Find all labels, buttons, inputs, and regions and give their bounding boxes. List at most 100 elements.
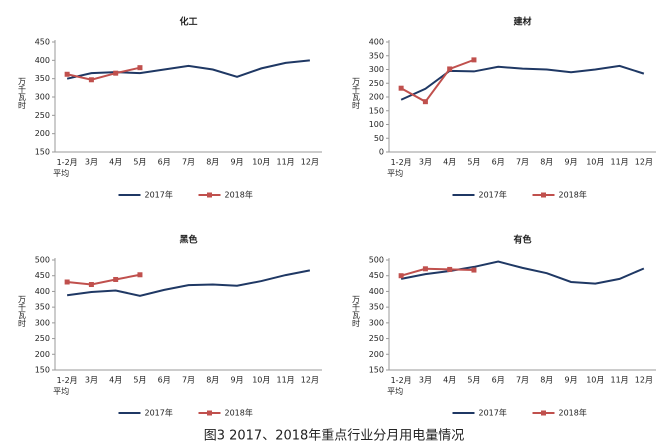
x-tick-label: 4月	[443, 158, 456, 167]
x-tick-label: 8月	[540, 376, 553, 385]
marker	[398, 85, 404, 91]
y-axis-label: 万千瓦时	[352, 77, 361, 109]
y-tick-label: 300	[369, 318, 384, 327]
y-tick-label: 200	[369, 350, 384, 359]
y-tick-label: 0	[379, 148, 384, 157]
y-tick-label: 250	[369, 79, 384, 88]
y-tick-label: 250	[35, 334, 50, 343]
x-tick-label: 10月	[586, 158, 604, 167]
x-tick-label: 10月	[586, 376, 604, 385]
x-tick-label: 5月	[133, 158, 146, 167]
x-tick-label: 4月	[109, 158, 122, 167]
x-tick-label: 9月	[564, 158, 577, 167]
y-axis-label: 万千瓦时	[18, 77, 27, 109]
series-line	[66, 66, 141, 81]
x-tick-label: 9月	[230, 158, 243, 167]
legend-label: 2017年	[479, 190, 507, 200]
y-tick-label: 350	[369, 303, 384, 312]
x-tick-label: 8月	[206, 158, 219, 167]
marker	[64, 71, 70, 77]
x-tick-label: 6月	[158, 376, 171, 385]
chart-title: 黑色	[179, 234, 197, 246]
legend-label: 2017年	[479, 408, 507, 418]
x-tick-label: 4月	[443, 376, 456, 385]
x-tick-label: 6月	[158, 158, 171, 167]
y-tick-label: 200	[35, 129, 50, 138]
y-tick-label: 200	[35, 350, 50, 359]
x-tick-label: 1-2月平均	[387, 158, 412, 178]
x-tick-label: 7月	[182, 376, 195, 385]
y-tick-label: 350	[369, 51, 384, 60]
y-tick-label: 250	[35, 111, 50, 120]
x-tick-label: 1-2月平均	[53, 158, 78, 178]
marker	[447, 66, 453, 72]
y-tick-label: 450	[35, 38, 50, 47]
marker	[471, 57, 477, 63]
x-tick-label: 1-2月平均	[53, 376, 78, 396]
x-tick-label: 12月	[635, 158, 653, 167]
marker	[422, 266, 428, 272]
x-tick-label: 9月	[564, 376, 577, 385]
y-tick-label: 400	[35, 287, 50, 296]
y-tick-label: 150	[369, 106, 384, 115]
chart-title: 化工	[179, 16, 197, 28]
y-tick-label: 150	[35, 366, 50, 375]
series-line	[66, 59, 310, 80]
x-tick-label: 5月	[467, 158, 480, 167]
x-tick-label: 5月	[467, 376, 480, 385]
marker	[88, 282, 94, 288]
series-line	[400, 260, 645, 285]
y-tick-label: 400	[369, 287, 384, 296]
x-tick-label: 6月	[492, 158, 505, 167]
y-tick-label: 400	[369, 38, 384, 47]
legend-label: 2018年	[225, 190, 253, 200]
y-tick-label: 350	[35, 74, 50, 83]
y-tick-label: 150	[35, 148, 50, 157]
y-tick-label: 450	[35, 271, 50, 280]
y-tick-label: 500	[369, 256, 384, 265]
x-tick-label: 11月	[610, 376, 628, 385]
chart-title: 有色	[513, 234, 531, 246]
marker	[398, 273, 404, 279]
marker	[422, 99, 428, 105]
x-tick-label: 3月	[85, 158, 98, 167]
y-tick-label: 300	[35, 93, 50, 102]
legend-label: 2018年	[225, 408, 253, 418]
x-tick-label: 12月	[635, 376, 653, 385]
y-tick-label: 450	[369, 271, 384, 280]
series-line	[400, 64, 645, 101]
legend-label: 2018年	[559, 408, 587, 418]
x-tick-label: 8月	[540, 158, 553, 167]
y-tick-label: 250	[369, 334, 384, 343]
x-tick-label: 7月	[516, 158, 529, 167]
marker	[88, 77, 94, 83]
y-tick-label: 300	[369, 65, 384, 74]
x-tick-label: 1-2月平均	[387, 376, 412, 396]
x-tick-label: 3月	[419, 376, 432, 385]
legend-label: 2018年	[559, 190, 587, 200]
series-line	[67, 273, 141, 286]
y-axis-label: 万千瓦时	[18, 295, 27, 327]
y-axis-label: 万千瓦时	[352, 295, 361, 327]
marker	[471, 267, 477, 273]
y-tick-label: 50	[374, 134, 384, 143]
marker	[64, 279, 70, 285]
series-line	[400, 267, 474, 277]
x-tick-label: 10月	[252, 158, 270, 167]
x-tick-label: 8月	[206, 376, 219, 385]
marker	[447, 266, 453, 272]
y-tick-label: 200	[369, 93, 384, 102]
x-tick-label: 10月	[252, 376, 270, 385]
x-tick-label: 11月	[610, 158, 628, 167]
x-tick-label: 11月	[276, 376, 294, 385]
series-line	[67, 269, 311, 297]
marker	[113, 70, 119, 76]
x-tick-label: 11月	[276, 158, 294, 167]
x-tick-label: 5月	[133, 376, 146, 385]
x-tick-label: 6月	[492, 376, 505, 385]
legend-marker	[541, 192, 546, 198]
x-tick-label: 9月	[230, 376, 243, 385]
y-tick-label: 300	[35, 318, 50, 327]
x-tick-label: 3月	[85, 376, 98, 385]
y-tick-label: 350	[35, 303, 50, 312]
